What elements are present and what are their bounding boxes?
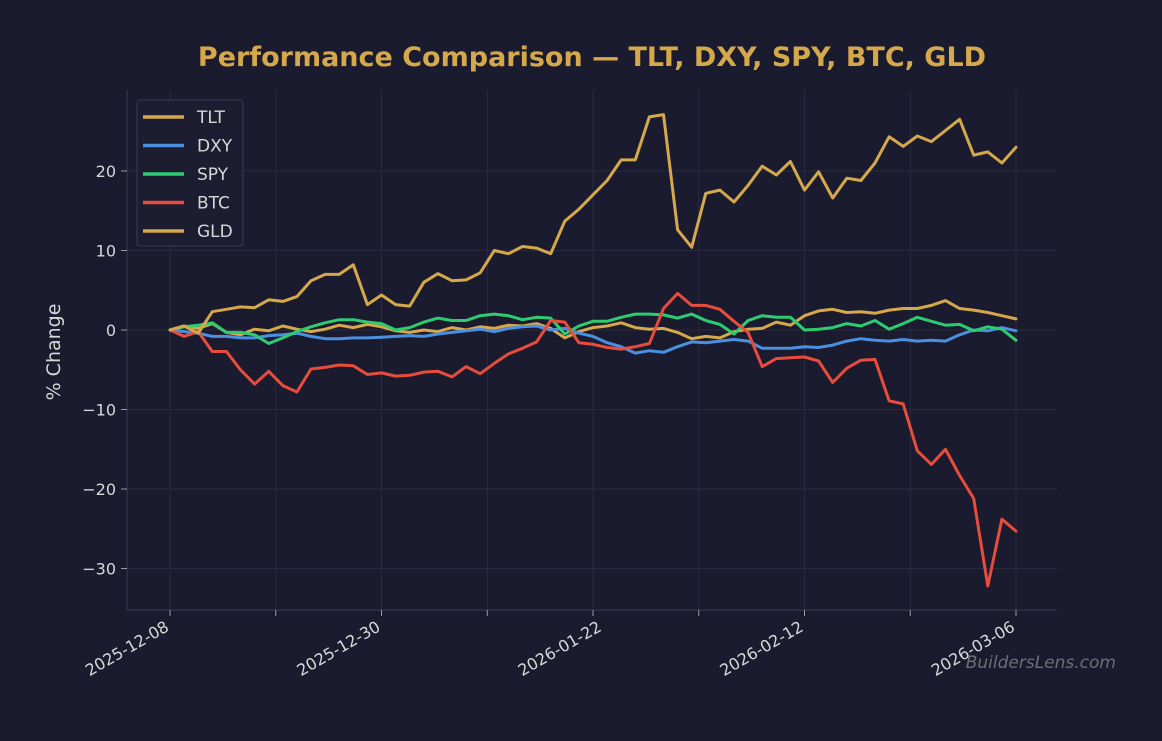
y-axis-label: % Change (43, 304, 65, 401)
legend: TLT DXY SPY BTC GLD (136, 99, 244, 247)
series-lines (168, 113, 1018, 588)
y-tick-label: 20 (96, 162, 116, 181)
series-line-dxy (168, 324, 1018, 355)
chart-title: Performance Comparison — TLT, DXY, SPY, … (198, 42, 986, 73)
legend-label-dxy: DXY (197, 137, 233, 157)
series-line-spy (168, 312, 1018, 345)
y-tick-label: −30 (82, 560, 116, 579)
y-tick-label: −20 (82, 480, 116, 499)
legend-label-spy: SPY (197, 165, 229, 185)
legend-label-btc: BTC (197, 194, 230, 214)
legend-box (136, 99, 244, 247)
legend-label-tlt: TLT (196, 108, 226, 128)
y-tick-label: 0 (106, 321, 116, 340)
y-tick-label: 10 (96, 242, 116, 261)
series-line-btc (168, 291, 1018, 588)
series-line-tlt (168, 299, 1018, 341)
legend-label-gld: GLD (197, 222, 233, 242)
axes (126, 90, 1057, 611)
y-axis-ticks: 20 10 0 −10 −20 −30 (82, 162, 127, 579)
series-line-gld (168, 113, 1018, 335)
watermark: BuildersLens.com (966, 653, 1116, 673)
grid-lines (127, 90, 1057, 610)
y-tick-label: −10 (82, 401, 116, 420)
